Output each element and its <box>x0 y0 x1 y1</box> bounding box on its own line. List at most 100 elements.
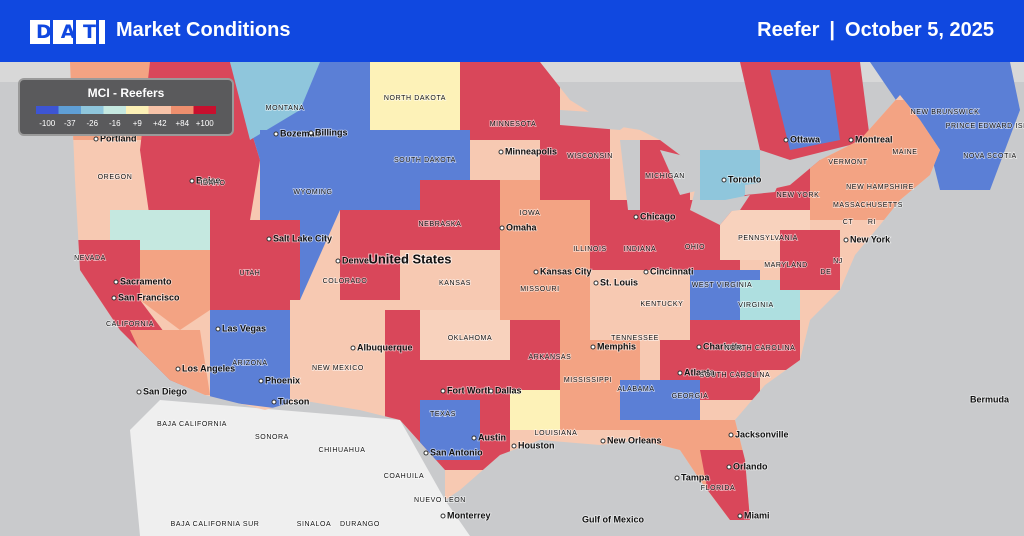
city-label: Memphis <box>597 341 636 351</box>
header-title: Market Conditions <box>116 19 291 41</box>
city-label: Houston <box>518 440 555 450</box>
region-label: MASSACHUSETTS <box>833 202 903 209</box>
city-dot <box>726 464 732 470</box>
city-label: Bozeman <box>280 128 320 138</box>
city-dot <box>93 136 99 142</box>
city-label: Billings <box>315 127 348 137</box>
region-label: DE <box>821 269 832 276</box>
city-dot <box>423 450 429 456</box>
region-label: NEW YORK <box>777 192 820 199</box>
city-label: Cincinnati <box>650 266 694 276</box>
header: DAT Market Conditions Reefer | October 5… <box>0 0 1024 62</box>
city-label: Boise <box>196 175 221 185</box>
region-label: NJ <box>833 258 843 265</box>
city-label: Bermuda <box>970 394 1010 404</box>
legend-label: +84 <box>175 119 189 128</box>
legend-swatch <box>193 106 216 114</box>
city-dot <box>403 257 409 263</box>
city-dot <box>215 326 221 332</box>
city-dot <box>737 513 743 519</box>
city-label: Los Angeles <box>182 363 235 373</box>
city-dot <box>498 149 504 155</box>
city-dot <box>440 513 446 519</box>
region-label: RI <box>868 219 876 226</box>
region-label: CALIFORNIA <box>106 321 154 328</box>
city-label: Albuquerque <box>357 342 413 352</box>
city-label: Minneapolis <box>505 146 557 156</box>
city-dot <box>590 344 596 350</box>
city-label: Salt Lake City <box>273 233 332 243</box>
logo-text: DAT <box>30 20 105 44</box>
region-label: MISSISSIPPI <box>564 377 612 384</box>
great-lakes <box>560 110 780 215</box>
city-dot <box>273 131 279 137</box>
city-dot <box>175 366 181 372</box>
city-label: Toronto <box>728 174 762 184</box>
city-label: Las Vegas <box>222 323 266 333</box>
region-label: MISSOURI <box>520 286 559 293</box>
region-label: NEW HAMPSHIRE <box>846 184 914 191</box>
legend-swatch <box>171 106 194 114</box>
city-label: Chicago <box>640 211 676 221</box>
city-label: Austin <box>478 432 506 442</box>
city-label: Phoenix <box>265 375 300 385</box>
region-label: CHIHUAHUA <box>318 447 365 454</box>
city-dot <box>440 388 446 394</box>
city-label: Dallas <box>495 385 522 395</box>
region-label: PENNSYLVANIA <box>738 235 798 242</box>
region-label: OKLAHOMA <box>448 335 492 342</box>
city-label: Tampa <box>681 472 710 482</box>
region-label: MONTANA <box>266 105 305 112</box>
city-dot <box>728 432 734 438</box>
city-label: Miami <box>744 510 770 520</box>
region-label: NUEVO LEON <box>414 497 466 504</box>
region-label: NEW BRUNSWICK <box>911 109 980 116</box>
region-label: WISCONSIN <box>567 153 613 160</box>
region-label: VIRGINIA <box>738 302 774 309</box>
region-label: GEORGIA <box>672 393 709 400</box>
city-label: Tucson <box>278 396 309 406</box>
legend-label: -26 <box>86 119 98 128</box>
region-label: MARYLAND <box>764 262 808 269</box>
city-dot <box>189 178 195 184</box>
city-dot <box>499 225 505 231</box>
city-dot <box>674 475 680 481</box>
region-label: UTAH <box>240 270 261 277</box>
region-label: ILLINOIS <box>573 246 607 253</box>
region-label: MINNESOTA <box>490 121 537 128</box>
region-label: WEST VIRGINIA <box>692 282 753 289</box>
city-label: Orlando <box>733 461 768 471</box>
city-dot <box>335 258 341 264</box>
legend-label: +9 <box>133 119 143 128</box>
date: October 5, 2025 <box>845 19 994 41</box>
city-label: Ottawa <box>790 134 821 144</box>
legend-title: MCI - Reefers <box>87 86 165 100</box>
header-right: Reefer | October 5, 2025 <box>757 19 994 42</box>
separator: | <box>829 19 836 41</box>
region-label: SINALOA <box>297 521 332 528</box>
city-dot <box>350 345 356 351</box>
region-label: NORTH DAKOTA <box>384 95 446 102</box>
region-label: NEW MEXICO <box>312 365 364 372</box>
legend-scale: -100 -37 -26 -16 +9 +42 +84 +100 <box>36 106 216 128</box>
region-label: WYOMING <box>293 189 332 196</box>
legend-swatch <box>81 106 104 114</box>
region-label: NOVA SCOTIA <box>963 153 1017 160</box>
city-dot <box>677 370 683 376</box>
region-label: SOUTH DAKOTA <box>394 157 456 164</box>
legend-swatch <box>126 106 149 114</box>
city-dot <box>696 344 702 350</box>
region-label: OREGON <box>98 174 133 181</box>
city-label: San Diego <box>143 386 188 396</box>
region-label: BAJA CALIFORNIA SUR <box>171 521 260 528</box>
city-label: Omaha <box>506 222 538 232</box>
region-label: CT <box>843 219 854 226</box>
region-label: MAINE <box>892 149 917 156</box>
region-label: TENNESSEE <box>611 335 659 342</box>
legend-swatch <box>58 106 81 114</box>
city-dot <box>643 269 649 275</box>
region-label: ARIZONA <box>232 360 267 367</box>
city-dot <box>113 279 119 285</box>
city-label: San Antonio <box>430 447 483 457</box>
